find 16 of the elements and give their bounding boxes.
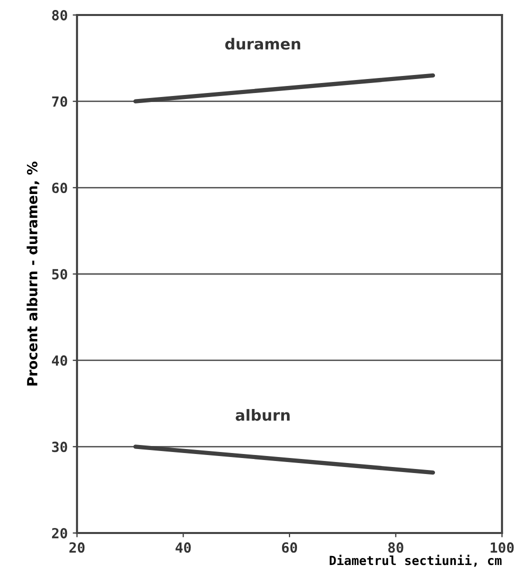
y-axis-title: Procent alburn - duramen, % bbox=[26, 162, 40, 386]
text: duramen bbox=[225, 38, 300, 50]
y-tick-label: 80 bbox=[52, 10, 68, 20]
y-tick-label: 40 bbox=[52, 355, 68, 366]
x-tick-label: 40 bbox=[176, 542, 191, 553]
x-tick-label: 80 bbox=[388, 542, 404, 553]
y-tick-label: 30 bbox=[52, 442, 68, 452]
x-tick-label: 60 bbox=[282, 542, 298, 553]
x-tick-label: 100 bbox=[490, 542, 514, 553]
y-tick-label: 50 bbox=[52, 268, 68, 280]
y-tick-label: 70 bbox=[52, 96, 68, 107]
x-axis-title: Diametrul sectiunii, cm bbox=[330, 554, 502, 567]
x-tick-label: 20 bbox=[69, 542, 85, 553]
text: alburn bbox=[236, 409, 290, 421]
y-tick-label: 60 bbox=[52, 182, 68, 194]
y-tick-label: 20 bbox=[52, 528, 68, 538]
